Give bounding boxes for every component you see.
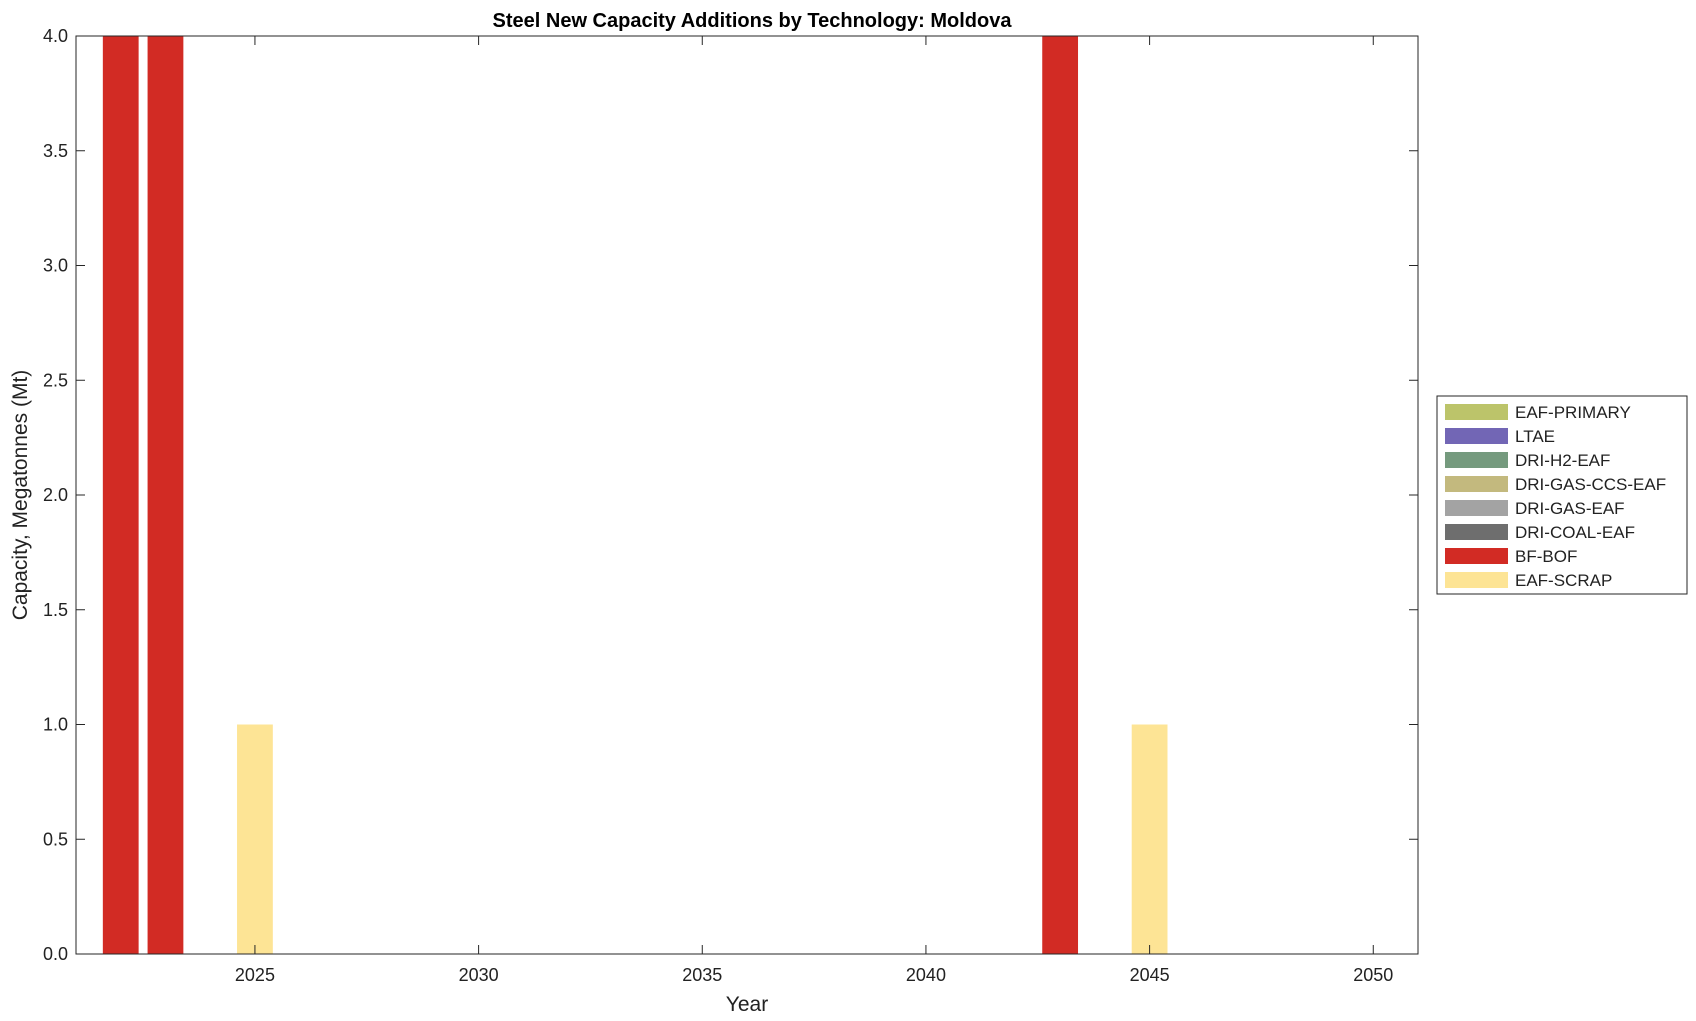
legend-swatch-ltae <box>1445 428 1508 444</box>
x-tick-label: 2030 <box>459 965 499 985</box>
x-tick-label: 2035 <box>682 965 722 985</box>
y-tick-label: 2.5 <box>43 370 68 390</box>
y-tick-label: 1.0 <box>43 715 68 735</box>
legend-label-eaf-scrap: EAF-SCRAP <box>1515 571 1612 590</box>
plot-area: 2025 2030 2035 2040 2045 2050 0.0 0.5 1.0 1.5 2.0 2… <box>43 26 1419 985</box>
x-tick-label: 2050 <box>1353 965 1393 985</box>
legend-label-dri-gas-eaf: DRI-GAS-EAF <box>1515 499 1625 518</box>
legend-label-dri-coal-eaf: DRI-COAL-EAF <box>1515 523 1635 542</box>
x-axis-label: Year <box>726 993 768 1016</box>
legend-swatch-eaf-primary <box>1445 404 1508 420</box>
legend: EAF-PRIMARY LTAE DRI-H2-EAF DRI-GAS-CCS-EAF… <box>1436 395 1688 595</box>
y-tick-label: 2.0 <box>43 485 68 505</box>
legend-swatch-bf-bof <box>1445 548 1508 564</box>
y-tick-label: 3.0 <box>43 256 68 276</box>
legend-label-dri-gas-ccs-eaf: DRI-GAS-CCS-EAF <box>1515 475 1666 494</box>
ticks: 2025 2030 2035 2040 2045 2050 0.0 0.5 1.0 1.5 2.0 2… <box>43 26 1418 985</box>
bar-eaf-scrap-2045 <box>1131 724 1168 954</box>
x-tick-label: 2040 <box>906 965 946 985</box>
x-tick-label: 2025 <box>235 965 275 985</box>
legend-label-dri-h2-eaf: DRI-H2-EAF <box>1515 451 1610 470</box>
bar-bf-bof-2022 <box>102 36 139 954</box>
bar-bf-bof-2023 <box>147 36 184 954</box>
plot-frame <box>76 36 1418 954</box>
chart-title: Steel New Capacity Additions by Technolo… <box>493 10 1013 32</box>
bars <box>102 36 1168 954</box>
legend-label-eaf-primary: EAF-PRIMARY <box>1515 403 1631 422</box>
legend-swatch-dri-gas-eaf <box>1445 500 1508 516</box>
legend-swatch-dri-gas-ccs-eaf <box>1445 476 1508 492</box>
legend-label-bf-bof: BF-BOF <box>1515 547 1577 566</box>
legend-swatch-dri-h2-eaf <box>1445 452 1508 468</box>
y-tick-label: 4.0 <box>43 26 68 46</box>
y-tick-label: 1.5 <box>43 600 68 620</box>
legend-swatch-dri-coal-eaf <box>1445 524 1508 540</box>
bar-eaf-scrap-2025 <box>237 724 273 954</box>
legend-label-ltae: LTAE <box>1515 427 1555 446</box>
y-tick-label: 0.0 <box>43 944 68 964</box>
bar-bf-bof-2043 <box>1042 36 1079 954</box>
legend-swatch-eaf-scrap <box>1445 572 1508 588</box>
y-axis-label: Capacity, Megatonnes (Mt) <box>9 370 32 621</box>
y-tick-label: 0.5 <box>43 829 68 849</box>
x-tick-label: 2045 <box>1130 965 1170 985</box>
y-tick-label: 3.5 <box>43 141 68 161</box>
